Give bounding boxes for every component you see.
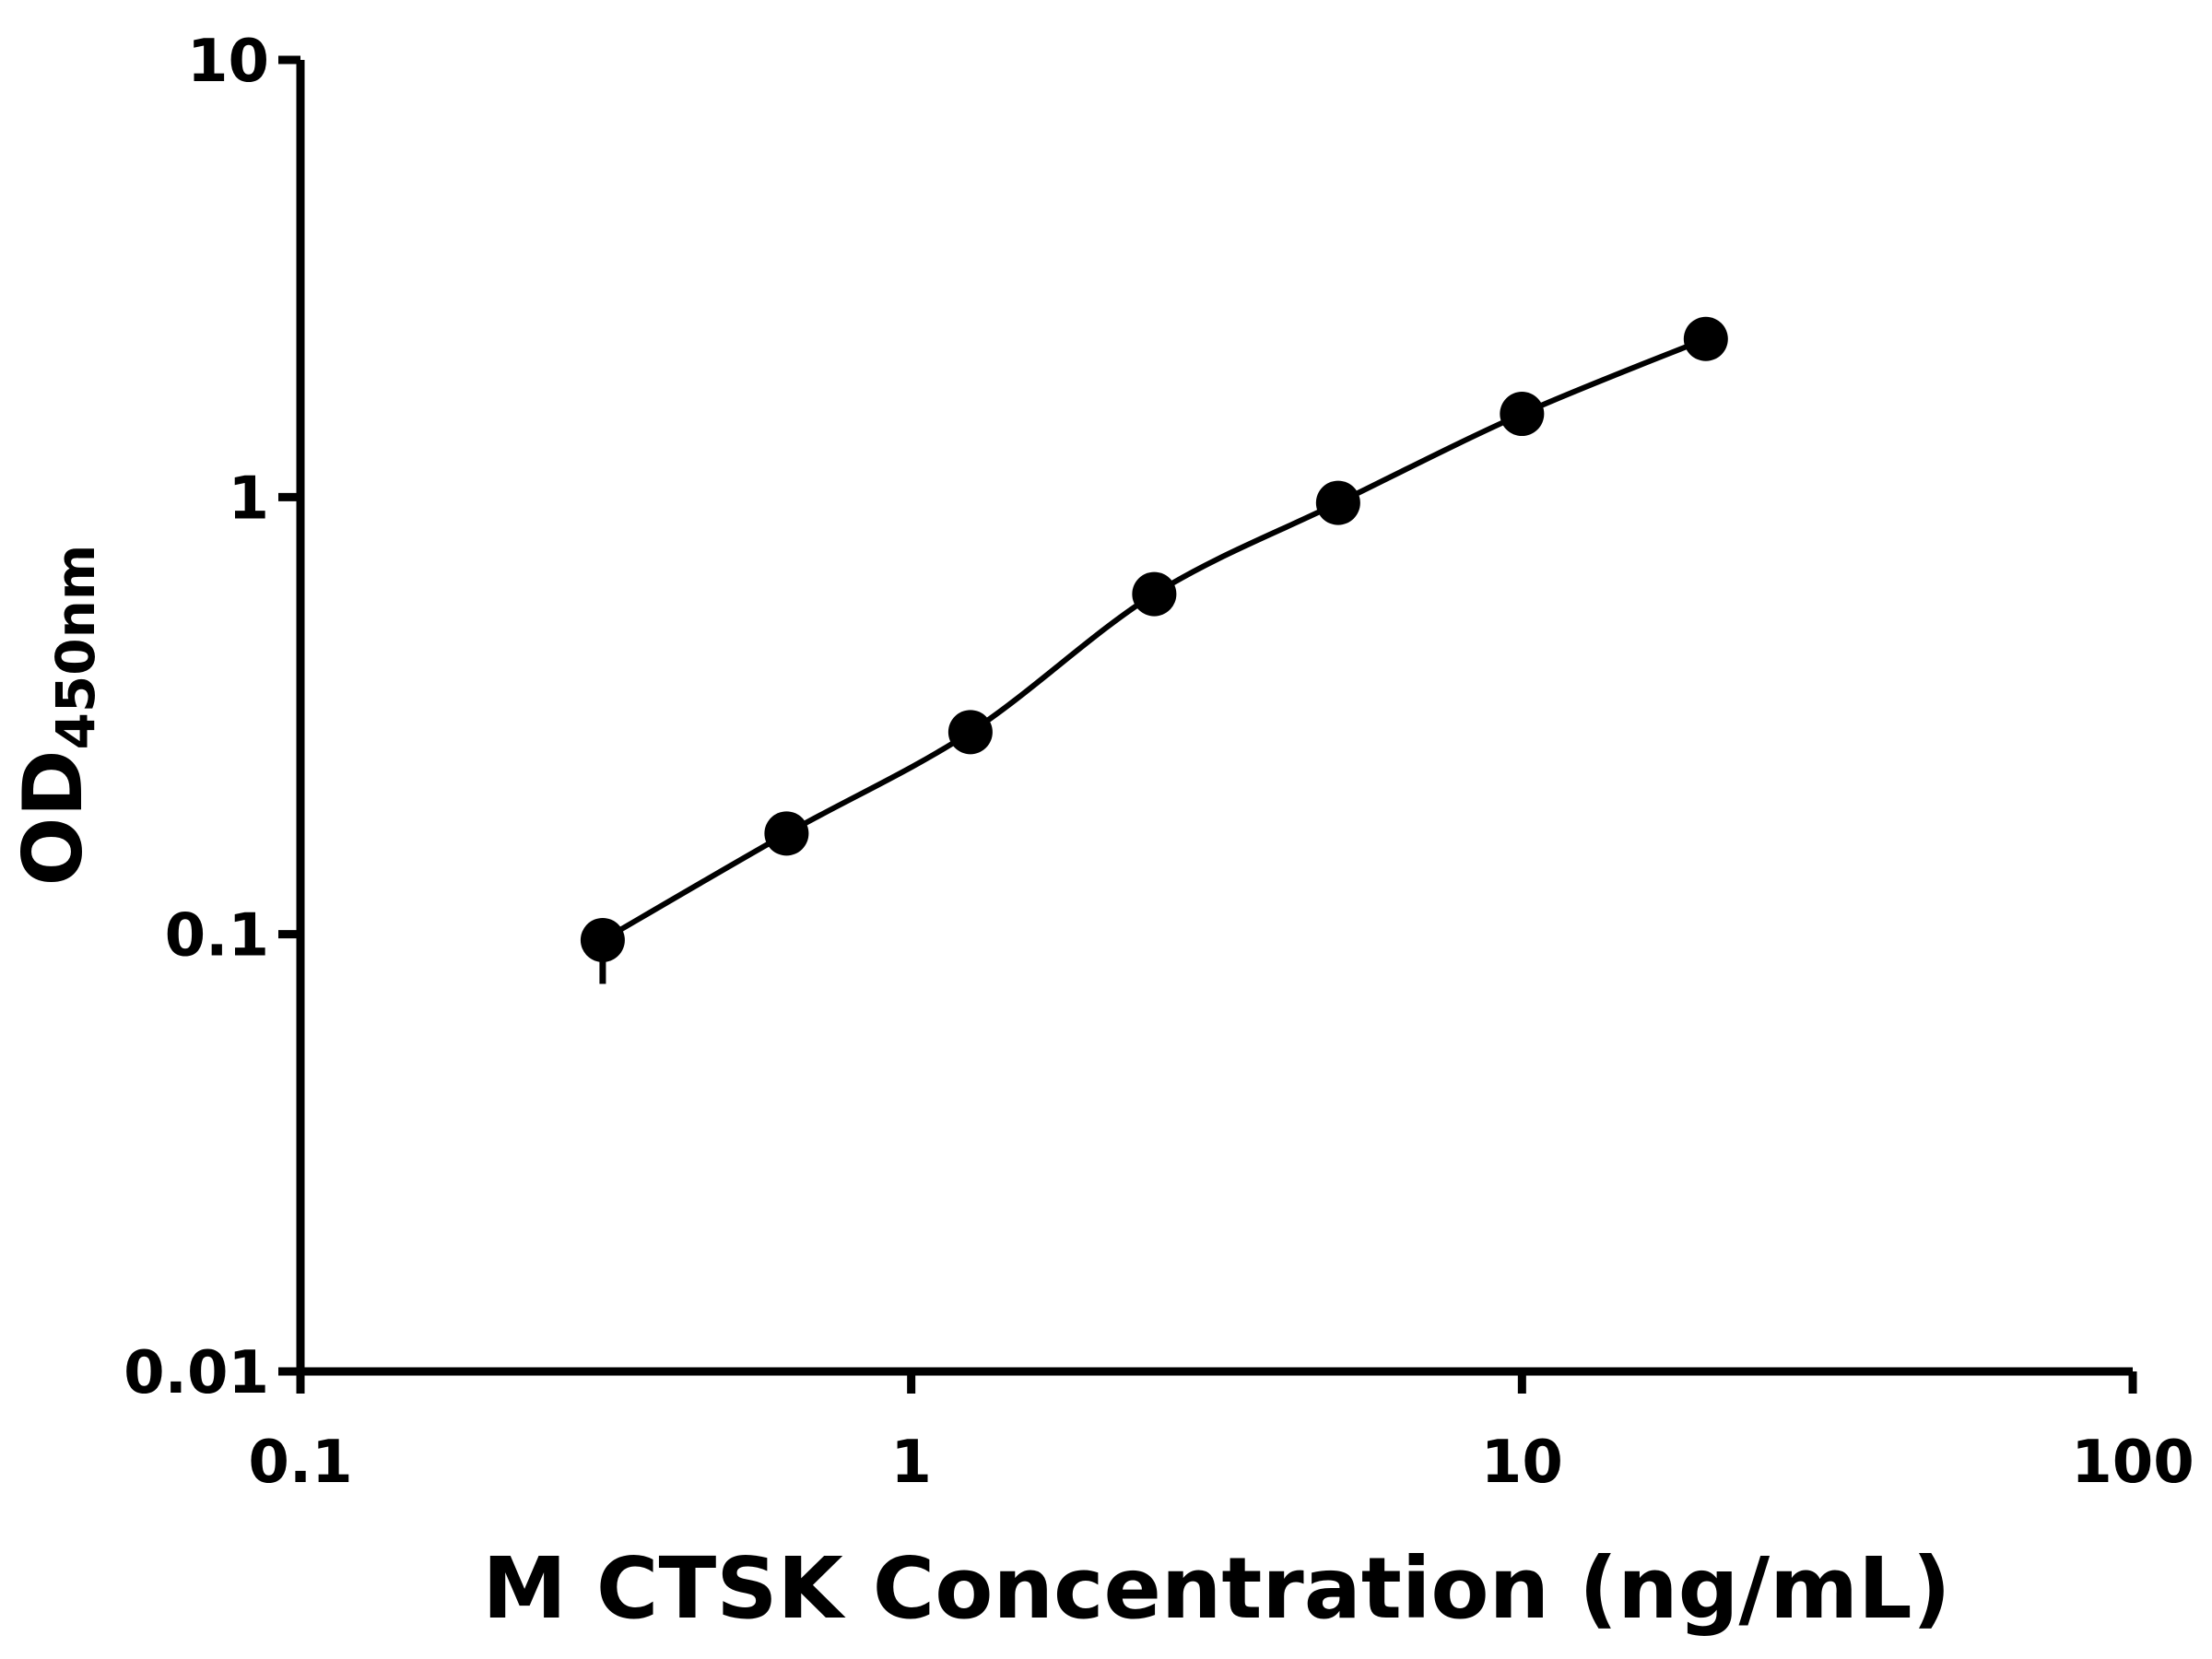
y-tick-label: 0.01 [124, 1339, 269, 1407]
data-point [1683, 316, 1728, 361]
y-axis-label-main: OD [6, 749, 100, 886]
y-tick-label: 0.1 [165, 902, 269, 971]
y-tick-label: 1 [228, 465, 269, 533]
fit-curve [601, 335, 1707, 943]
y-axis-label: OD450nm [6, 545, 107, 887]
y-tick-label: 10 [187, 28, 269, 96]
x-tick-label: 0.1 [248, 1429, 352, 1497]
data-point [1132, 571, 1177, 617]
data-point [1315, 480, 1360, 525]
x-tick-label: 1 [890, 1429, 932, 1497]
data-point [580, 917, 625, 962]
data-point [764, 811, 809, 856]
axes-spine [296, 60, 2133, 1376]
data-point [1500, 392, 1545, 437]
x-tick-label: 100 [2071, 1429, 2194, 1497]
x-axis-label: M CTSK Concentration (ng/mL) [482, 1539, 1950, 1638]
plot-area: 0.1 1 10 100 0.01 0.1 1 10 [124, 28, 2194, 1497]
x-tick-label: 10 [1481, 1429, 1563, 1497]
data-point [947, 710, 993, 755]
y-axis-label-sub: 450nm [44, 545, 107, 750]
